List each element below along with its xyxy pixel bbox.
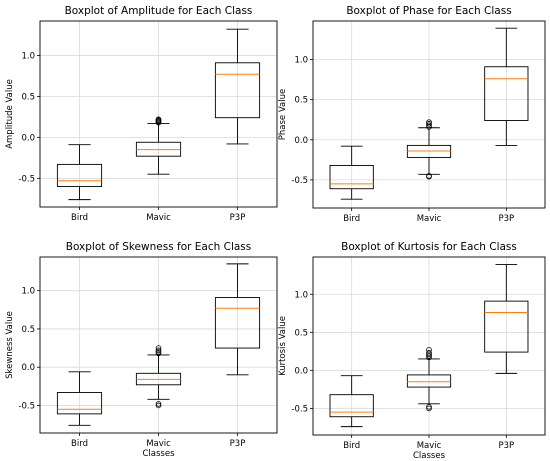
x-tick-label: Mavic bbox=[146, 439, 171, 449]
flier-point bbox=[155, 116, 162, 123]
flier-point bbox=[155, 347, 162, 354]
y-tick-label: -0.5 bbox=[18, 174, 35, 184]
x-tick-label: Bird bbox=[343, 214, 360, 224]
flier-point bbox=[426, 119, 432, 125]
box-bird bbox=[56, 144, 103, 201]
y-tick-label: 0.0 bbox=[21, 133, 35, 143]
box-bird bbox=[329, 145, 374, 200]
y-tick-label: 1.0 bbox=[21, 51, 35, 61]
chart-panel-2: -0.5 0.0 0.5 1.0 Bird Mavic P3P Boxplot of Phas… bbox=[278, 5, 546, 224]
box-p3p bbox=[484, 27, 529, 146]
flier-point bbox=[155, 401, 162, 407]
y-tick-label: 1.0 bbox=[294, 56, 308, 66]
y-tick-label: 0.5 bbox=[21, 325, 35, 335]
y-tick-label: 0.0 bbox=[294, 366, 308, 376]
box-p3p bbox=[214, 28, 261, 145]
box-body bbox=[329, 165, 374, 190]
box-body bbox=[406, 374, 452, 388]
y-tick-label: 1.0 bbox=[294, 290, 308, 300]
y-axis-label: Amplitude Value bbox=[5, 79, 15, 149]
box-mavic bbox=[406, 347, 452, 412]
y-tick-label: 1.0 bbox=[21, 287, 35, 297]
chart-panel-3: -0.5 0.0 0.5 1.0 Bird Mavic P3P Boxplot of Skew… bbox=[5, 241, 278, 459]
flier-point bbox=[426, 405, 432, 412]
chart-title: Boxplot of Phase for Each Class bbox=[346, 5, 511, 17]
box-mavic bbox=[135, 345, 182, 409]
y-tick-label: -0.5 bbox=[18, 401, 35, 411]
x-tick-label: Mavic bbox=[417, 214, 442, 224]
y-tick-label: 0.5 bbox=[21, 92, 35, 102]
box-p3p bbox=[484, 264, 529, 374]
flier-point bbox=[426, 404, 432, 410]
y-tick-label: 0.0 bbox=[294, 136, 308, 146]
flier-point bbox=[426, 350, 432, 356]
y-axis-label: Kurtosis Value bbox=[278, 316, 288, 376]
flier-point bbox=[426, 353, 432, 359]
box-body bbox=[56, 391, 103, 415]
chart-title: Boxplot of Kurtosis for Each Class bbox=[341, 241, 517, 253]
y-tick-label: 0.5 bbox=[294, 328, 308, 338]
box-body bbox=[214, 297, 261, 349]
flier-point bbox=[426, 173, 432, 180]
y-tick-label: 0.5 bbox=[294, 96, 308, 106]
chart-title: Boxplot of Amplitude for Each Class bbox=[65, 5, 253, 17]
x-axis-label: Classes bbox=[413, 451, 446, 461]
y-tick-label: 0.0 bbox=[21, 363, 35, 373]
x-tick-label: Bird bbox=[343, 441, 360, 451]
box-body bbox=[484, 300, 529, 353]
x-tick-label: P3P bbox=[498, 214, 514, 224]
x-tick-label: P3P bbox=[230, 213, 246, 223]
y-tick-label: -0.5 bbox=[291, 176, 308, 186]
y-axis-label: Skewness Value bbox=[5, 311, 15, 379]
flier-point bbox=[426, 120, 432, 127]
box-body bbox=[214, 62, 261, 119]
box-mavic bbox=[406, 119, 452, 180]
chart-panel-1: -0.5 0.0 0.5 1.0 Bird Mavic P3P Boxplot of Ampl… bbox=[5, 5, 278, 223]
flier-point bbox=[426, 347, 432, 353]
flier-point bbox=[426, 122, 432, 129]
x-tick-label: P3P bbox=[230, 439, 246, 449]
box-body bbox=[484, 66, 529, 121]
flier-point bbox=[155, 350, 162, 357]
flier-point bbox=[155, 349, 162, 355]
box-p3p bbox=[214, 263, 261, 376]
box-mavic bbox=[135, 116, 182, 175]
x-tick-label: Mavic bbox=[146, 213, 171, 223]
box-body bbox=[329, 394, 374, 418]
chart-panel-4: -0.5 0.0 0.5 1.0 Bird Mavic P3P Boxplot of Kurt… bbox=[278, 241, 546, 461]
chart-title: Boxplot of Skewness for Each Class bbox=[66, 241, 251, 253]
flier-point bbox=[155, 402, 162, 409]
x-tick-label: Bird bbox=[71, 213, 88, 223]
box-bird bbox=[56, 371, 103, 426]
x-tick-label: P3P bbox=[498, 441, 514, 451]
x-tick-label: Mavic bbox=[417, 441, 442, 451]
y-axis-label: Phase Value bbox=[278, 89, 288, 140]
x-tick-label: Bird bbox=[71, 439, 88, 449]
box-bird bbox=[329, 375, 374, 428]
x-axis-label: Classes bbox=[142, 449, 175, 459]
flier-point bbox=[155, 345, 162, 351]
box-body bbox=[56, 163, 103, 187]
y-tick-label: -0.5 bbox=[291, 404, 308, 414]
